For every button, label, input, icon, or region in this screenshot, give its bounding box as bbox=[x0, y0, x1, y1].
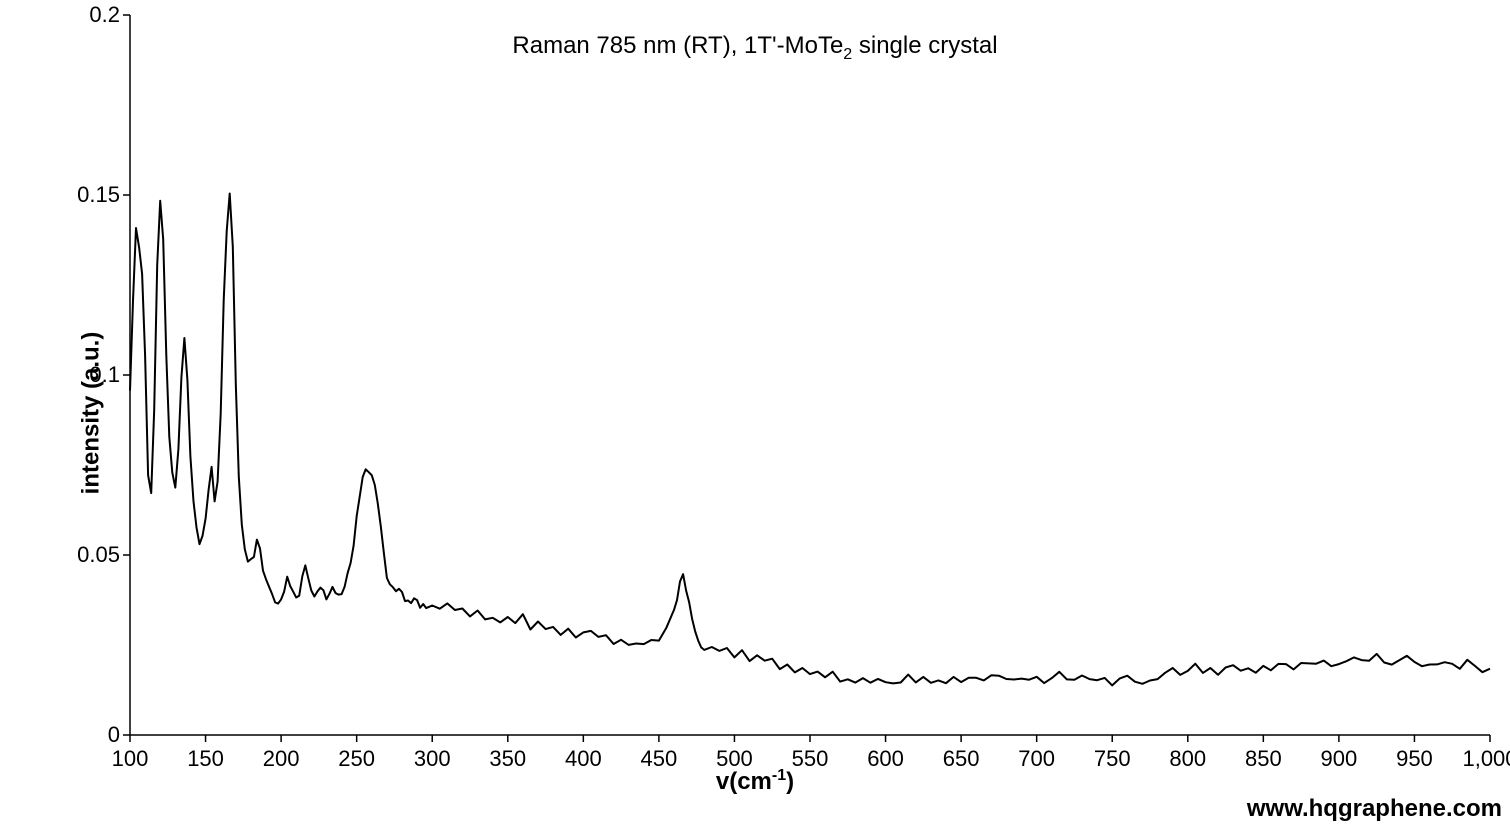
x-tick-label: 300 bbox=[414, 746, 451, 772]
y-tick-label: 0 bbox=[108, 722, 120, 748]
x-tick-label: 550 bbox=[792, 746, 829, 772]
x-tick-label: 450 bbox=[641, 746, 678, 772]
x-tick-label: 350 bbox=[489, 746, 526, 772]
x-tick-label: 650 bbox=[943, 746, 980, 772]
x-tick-label: 700 bbox=[1018, 746, 1055, 772]
y-tick-label: 0.15 bbox=[77, 182, 120, 208]
x-tick-label: 1,000 bbox=[1462, 746, 1510, 772]
x-tick-label: 150 bbox=[187, 746, 224, 772]
x-tick-label: 400 bbox=[565, 746, 602, 772]
x-tick-label: 200 bbox=[263, 746, 300, 772]
chart-data-line bbox=[0, 0, 1510, 826]
x-tick-label: 500 bbox=[716, 746, 753, 772]
x-tick-label: 100 bbox=[112, 746, 149, 772]
x-tick-label: 950 bbox=[1396, 746, 1433, 772]
x-tick-label: 800 bbox=[1169, 746, 1206, 772]
x-tick-label: 250 bbox=[338, 746, 375, 772]
y-tick-label: 0.1 bbox=[89, 362, 120, 388]
x-tick-label: 600 bbox=[867, 746, 904, 772]
raman-spectrum-chart: Raman 785 nm (RT), 1T'-MoTe2 single crys… bbox=[0, 0, 1510, 826]
y-tick-label: 0.05 bbox=[77, 542, 120, 568]
x-tick-label: 850 bbox=[1245, 746, 1282, 772]
y-tick-label: 0.2 bbox=[89, 2, 120, 28]
x-tick-label: 900 bbox=[1321, 746, 1358, 772]
x-tick-label: 750 bbox=[1094, 746, 1131, 772]
